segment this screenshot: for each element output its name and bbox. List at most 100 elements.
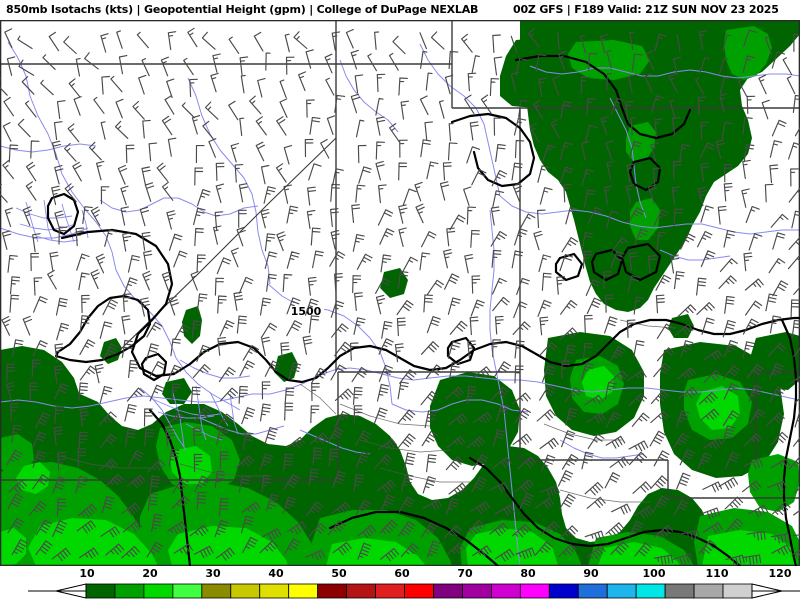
wind-barb	[470, 501, 491, 515]
wind-barb	[717, 205, 727, 225]
wind-barb	[587, 433, 605, 449]
wind-barb	[7, 493, 24, 510]
wind-barb	[32, 233, 41, 253]
wind-barb	[676, 410, 690, 428]
wind-barb	[724, 295, 735, 314]
wind-barb	[426, 279, 444, 295]
wind-barb	[604, 472, 621, 489]
wind-barb	[419, 32, 427, 50]
wind-barb	[310, 227, 321, 246]
wind-barb	[88, 141, 102, 161]
wind-barb	[264, 426, 278, 445]
wind-barb	[606, 160, 615, 181]
wind-barb	[533, 230, 543, 251]
wind-barb	[446, 227, 456, 247]
wind-barb	[604, 316, 618, 334]
wind-barb	[378, 364, 394, 382]
wind-barb	[398, 521, 416, 537]
wind-barb	[605, 411, 622, 429]
wind-barb	[533, 99, 544, 120]
wind-barb	[357, 524, 377, 539]
wind-barb	[148, 142, 158, 162]
wind-barb	[332, 168, 344, 186]
wind-barb	[284, 538, 301, 555]
wind-barb	[143, 250, 153, 270]
wind-barb	[653, 363, 671, 378]
wind-barb	[35, 519, 53, 536]
wind-barb	[676, 472, 691, 490]
wind-barb	[261, 336, 271, 357]
wind-barb	[470, 299, 485, 317]
wind-barb	[558, 50, 567, 71]
wind-barb	[582, 342, 594, 361]
map-graphic: 1500	[0, 20, 800, 566]
wind-barb	[696, 302, 715, 315]
colorbar-cell	[114, 583, 145, 599]
wind-barb	[672, 56, 682, 76]
wind-barb	[610, 250, 625, 268]
wind-barb	[425, 364, 444, 379]
wind-barb	[103, 343, 119, 360]
wind-barb	[399, 139, 408, 158]
wind-barb	[4, 28, 13, 49]
wind-barb	[653, 209, 669, 226]
wind-barb	[142, 270, 152, 291]
wind-barb	[330, 208, 339, 227]
wind-barb	[253, 31, 264, 52]
wind-barb	[626, 319, 636, 338]
wind-barb	[678, 386, 698, 399]
wind-barb	[511, 392, 531, 405]
wind-barb	[439, 181, 450, 201]
wind-barb	[138, 74, 147, 95]
wind-barb	[722, 319, 736, 338]
wind-barb	[772, 232, 786, 250]
map-canvas[interactable]: 1500	[0, 20, 800, 566]
wind-barb	[165, 427, 175, 447]
wind-barb	[168, 233, 183, 251]
wind-barb	[581, 362, 594, 381]
wind-barb	[743, 252, 753, 272]
wind-barb	[584, 530, 605, 542]
wind-barb	[238, 475, 251, 493]
wind-barb	[792, 347, 800, 358]
wind-barb	[519, 213, 536, 230]
wind-barb	[770, 533, 790, 544]
wind-barb	[102, 298, 118, 316]
wind-barb	[680, 340, 694, 358]
wind-barb	[230, 247, 239, 268]
wind-barb	[228, 36, 240, 54]
wind-barb	[196, 293, 208, 312]
wind-barb	[466, 206, 477, 225]
wind-barb	[2, 159, 14, 180]
colorbar-cell	[85, 583, 116, 599]
wind-barb	[723, 164, 733, 183]
wind-barb	[584, 314, 593, 334]
wind-barb	[793, 286, 800, 295]
wind-barb	[529, 122, 540, 143]
wind-barb	[511, 162, 523, 181]
isotach-region-bright	[168, 526, 288, 566]
wind-barb	[156, 162, 169, 182]
wind-barb	[600, 34, 609, 54]
wind-barb	[51, 140, 62, 160]
wind-barb	[791, 210, 800, 229]
wind-barb	[396, 300, 414, 316]
wind-barb	[398, 227, 407, 247]
wind-barb	[580, 76, 590, 95]
wind-barb	[677, 304, 697, 318]
wind-barb	[99, 433, 118, 449]
wind-barb	[100, 33, 109, 53]
wind-barb	[35, 412, 51, 429]
wind-barb	[378, 338, 394, 355]
wind-barb	[312, 447, 323, 466]
wind-barb	[467, 72, 477, 92]
wind-barb	[772, 501, 791, 516]
wind-barb	[398, 204, 408, 224]
wind-barb	[445, 456, 464, 471]
wind-barb	[564, 387, 582, 403]
wind-barb	[584, 189, 596, 208]
wind-barb	[259, 403, 272, 422]
wind-barb	[8, 144, 19, 163]
wind-barb	[536, 409, 556, 422]
wind-barb	[329, 250, 346, 267]
